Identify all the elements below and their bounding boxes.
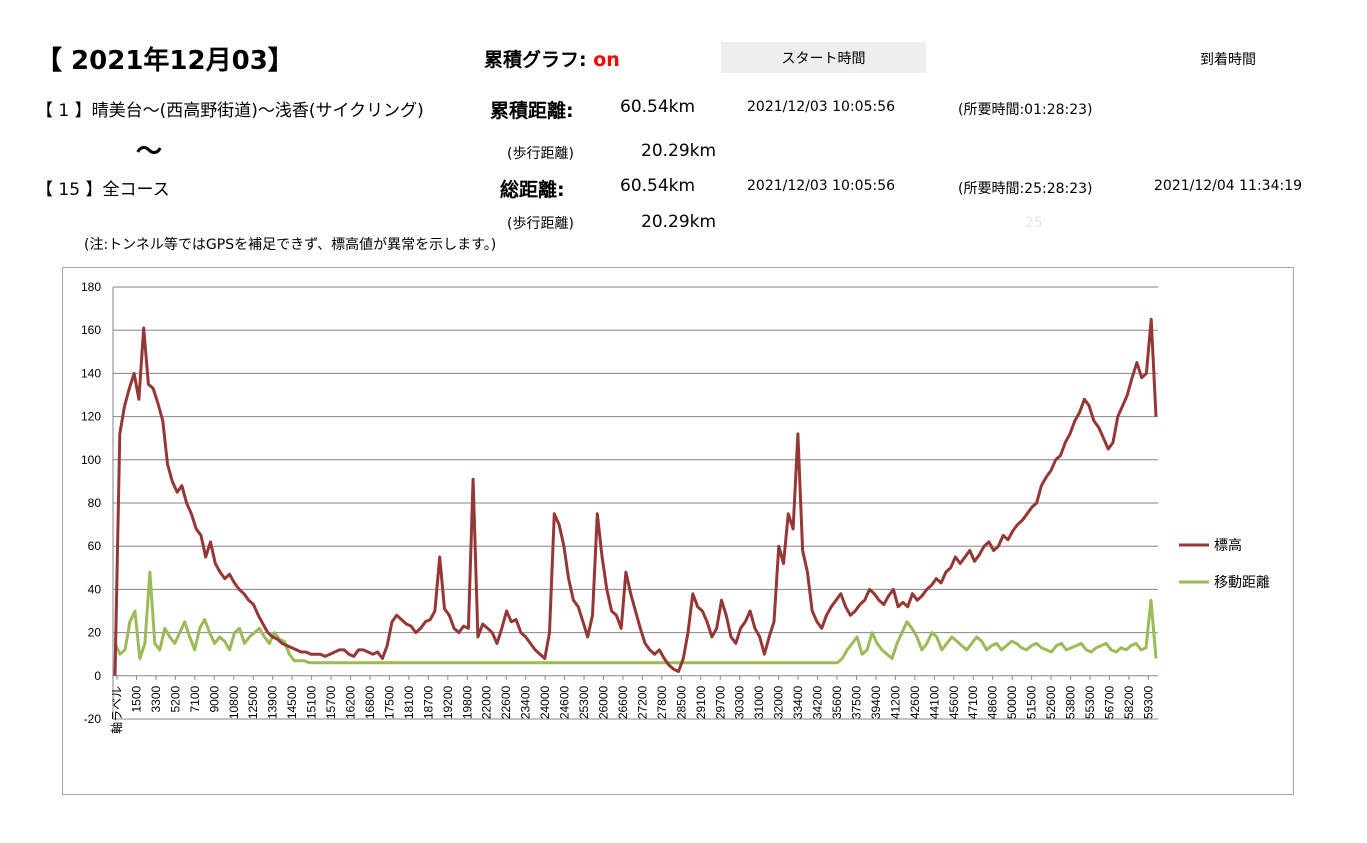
x-tick-label: 18100 bbox=[402, 685, 416, 719]
x-tick-label: 37500 bbox=[849, 685, 863, 719]
x-tick-label: 27200 bbox=[635, 685, 649, 719]
gps-note: (注:トンネル等ではGPSを補足できず、標高値が異常を示します。) bbox=[84, 237, 497, 253]
first-course-distance: 60.54km bbox=[620, 97, 696, 117]
all-course-end-time: 2021/12/04 11:34:19 bbox=[1154, 178, 1303, 194]
y-tick-label: 40 bbox=[88, 582, 102, 596]
x-tick-label: 15700 bbox=[324, 685, 338, 719]
x-tick-label: 41200 bbox=[888, 685, 902, 719]
x-tick-label: 48600 bbox=[986, 685, 1000, 719]
x-tick-label: 12500 bbox=[246, 685, 260, 719]
first-course-name: 【 1 】晴美台～(西高野街道)～浅香(サイクリング) bbox=[36, 101, 424, 121]
x-tick-label: 32000 bbox=[772, 685, 786, 719]
x-tick-label: 14500 bbox=[285, 685, 299, 719]
y-tick-label: 140 bbox=[81, 366, 101, 380]
x-tick-label: 1500 bbox=[129, 685, 143, 712]
x-tick-label: 55300 bbox=[1083, 685, 1097, 719]
x-tick-label: 29700 bbox=[713, 685, 727, 719]
x-tick-label: 19200 bbox=[441, 685, 455, 719]
x-tick-label: 23400 bbox=[519, 685, 533, 719]
x-tick-label: 18700 bbox=[421, 685, 435, 719]
x-tick-label: 26600 bbox=[616, 685, 630, 719]
cumulative-graph-label: 累積グラフ: on bbox=[484, 45, 620, 72]
x-tick-label: 26000 bbox=[596, 685, 610, 719]
x-tick-label: 31000 bbox=[752, 685, 766, 719]
y-tick-label: 0 bbox=[94, 669, 101, 683]
faint-number: 25 bbox=[1025, 215, 1043, 231]
y-tick-label: 20 bbox=[88, 626, 102, 640]
series-line-distance bbox=[113, 570, 1158, 665]
y-tick-label: 180 bbox=[81, 280, 101, 294]
cumulative-graph-toggle[interactable]: on bbox=[593, 49, 620, 71]
x-tick-label: 39400 bbox=[869, 685, 883, 719]
x-tick-label: 10800 bbox=[227, 685, 241, 719]
legend-label: 標高 bbox=[1214, 537, 1242, 554]
first-course-duration: (所要時間:01:28:23) bbox=[958, 102, 1093, 118]
x-tick-label: 16200 bbox=[344, 685, 358, 719]
y-tick-label: 80 bbox=[88, 496, 102, 510]
x-tick-label: 44100 bbox=[927, 685, 941, 719]
y-tick-label: -20 bbox=[84, 712, 102, 726]
x-tick-label: 58200 bbox=[1122, 685, 1136, 719]
x-tick-label: 30300 bbox=[733, 685, 747, 719]
x-tick-label: 47100 bbox=[966, 685, 980, 719]
x-tick-label: 3300 bbox=[149, 685, 163, 712]
x-tick-label: 5200 bbox=[168, 685, 182, 712]
first-course-walk-distance: 20.29km bbox=[641, 141, 717, 161]
page-title: 【 2021年12月03】 bbox=[36, 46, 294, 76]
series-line-elevation bbox=[113, 317, 1158, 676]
all-course-walk-label: (歩行距離) bbox=[507, 216, 574, 232]
x-tick-label: 34200 bbox=[811, 685, 825, 719]
x-tick-label: 9000 bbox=[207, 685, 221, 712]
arrival-time-header: 到着時間 bbox=[1200, 52, 1256, 68]
x-tick-label: 33400 bbox=[791, 685, 805, 719]
legend-label: 移動距離 bbox=[1214, 574, 1270, 591]
x-tick-label: 25300 bbox=[577, 685, 591, 719]
x-tick-label: 15100 bbox=[305, 685, 319, 719]
x-tick-label: 53800 bbox=[1064, 685, 1078, 719]
x-tick-label: 24600 bbox=[558, 685, 572, 719]
x-tick-label: 27800 bbox=[655, 685, 669, 719]
y-tick-label: 100 bbox=[81, 453, 101, 467]
x-tick-label: 16800 bbox=[363, 685, 377, 719]
elevation-chart: -20 0 20 40 60 80 100 120 140 160 180 軸ラベル 1500 3300 5… bbox=[62, 267, 1294, 795]
all-course-walk-distance: 20.29km bbox=[641, 212, 717, 232]
x-tick-label: 28500 bbox=[674, 685, 688, 719]
x-tick-label: 51500 bbox=[1025, 685, 1039, 719]
x-tick-label: 42600 bbox=[908, 685, 922, 719]
chart-canvas: -20 0 20 40 60 80 100 120 140 160 180 軸ラベル 1500 3300 5… bbox=[81, 280, 1270, 734]
x-tick-label: 17500 bbox=[382, 685, 396, 719]
x-tick-label: 56700 bbox=[1102, 685, 1116, 719]
x-tick-label: 35600 bbox=[830, 685, 844, 719]
x-tick-label: 24000 bbox=[538, 685, 552, 719]
all-course-distance: 60.54km bbox=[620, 176, 696, 196]
x-tick-label: 19800 bbox=[460, 685, 474, 719]
all-course-distance-label: 総距離: bbox=[500, 179, 565, 201]
all-course-start-time: 2021/12/03 10:05:56 bbox=[747, 178, 896, 194]
all-course-name: 【 15 】全コース bbox=[36, 180, 170, 200]
first-course-distance-label: 累積距離: bbox=[490, 100, 574, 122]
start-time-header-label: スタート時間 bbox=[781, 50, 866, 67]
all-course-duration: (所要時間:25:28:23) bbox=[958, 181, 1093, 197]
x-tick-label: 52600 bbox=[1044, 685, 1058, 719]
cumulative-graph-text: 累積グラフ: bbox=[484, 49, 587, 71]
x-tick-label: 22600 bbox=[499, 685, 513, 719]
first-course-start-time: 2021/12/03 10:05:56 bbox=[747, 99, 896, 115]
x-tick-label: 59300 bbox=[1141, 685, 1155, 719]
range-separator: ～ bbox=[136, 137, 163, 167]
start-time-header: スタート時間 bbox=[721, 42, 926, 73]
x-tick-label: 45600 bbox=[947, 685, 961, 719]
x-tick-label: 29100 bbox=[694, 685, 708, 719]
y-tick-label: 60 bbox=[88, 539, 102, 553]
y-tick-label: 160 bbox=[81, 323, 101, 337]
x-tick-label: 13900 bbox=[266, 685, 280, 719]
x-tick-label: 7100 bbox=[188, 685, 202, 712]
x-tick-label: 22000 bbox=[480, 685, 494, 719]
x-tick-label: 50000 bbox=[1005, 685, 1019, 719]
first-course-walk-label: (歩行距離) bbox=[507, 146, 574, 162]
x-tick-label: 軸ラベル bbox=[110, 686, 124, 734]
y-tick-label: 120 bbox=[81, 410, 101, 424]
